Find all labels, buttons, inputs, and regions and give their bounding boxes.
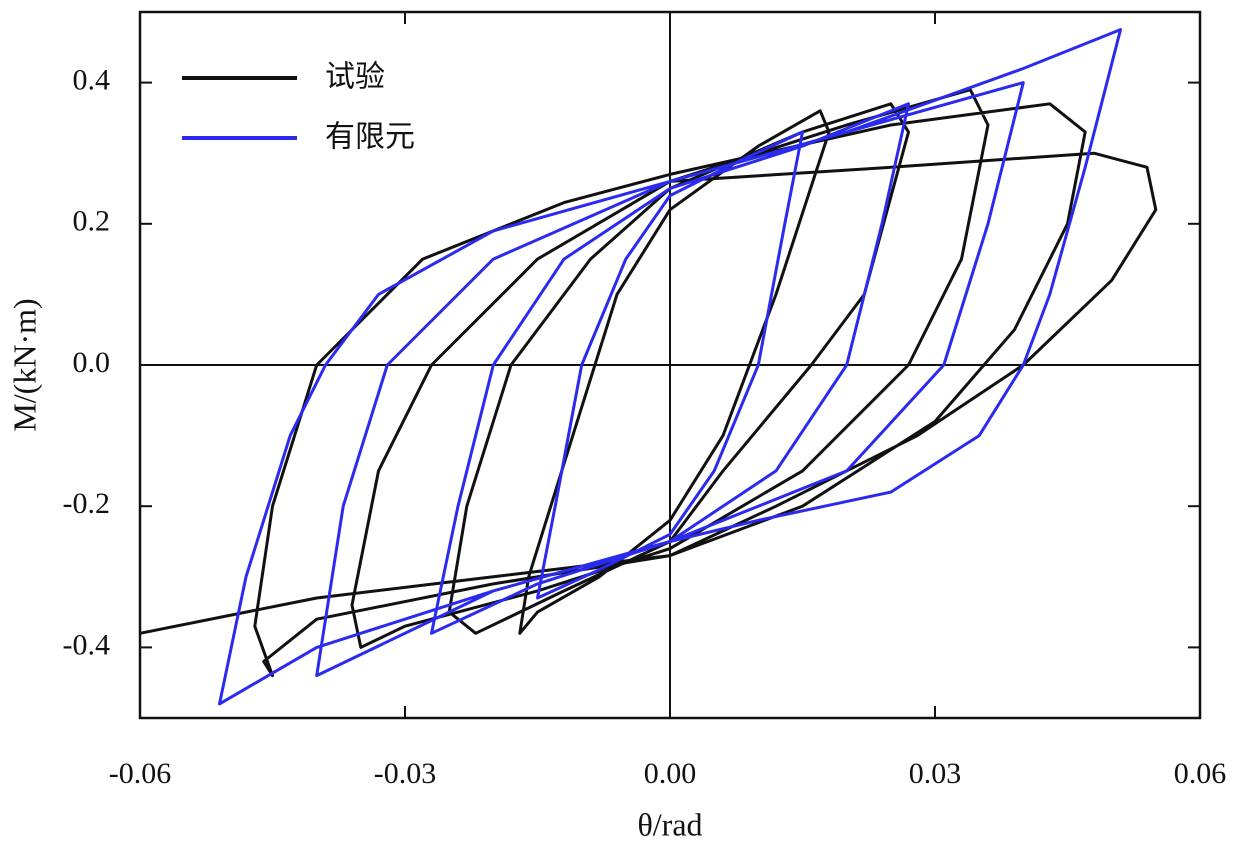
x-tick-label: -0.03 bbox=[374, 757, 437, 790]
x-tick-label: 0.03 bbox=[909, 757, 962, 790]
y-tick-label: 0.2 bbox=[73, 205, 111, 238]
y-tick-label: -0.4 bbox=[63, 628, 111, 661]
series-line bbox=[139, 88, 1158, 678]
y-tick-label: -0.2 bbox=[63, 487, 111, 520]
x-axis-label: θ/rad bbox=[637, 806, 702, 842]
x-tick-label: 0.00 bbox=[644, 757, 697, 790]
legend-label: 试验 bbox=[325, 60, 385, 95]
legend-label: 有限元 bbox=[325, 120, 415, 155]
series-line bbox=[218, 28, 1122, 706]
y-tick-label: 0.4 bbox=[73, 63, 111, 96]
y-axis-label: M/(kN·m) bbox=[6, 298, 42, 431]
y-tick-label: 0.0 bbox=[73, 346, 111, 379]
x-tick-label: -0.06 bbox=[109, 757, 172, 790]
x-tick-label: 0.06 bbox=[1174, 757, 1227, 790]
